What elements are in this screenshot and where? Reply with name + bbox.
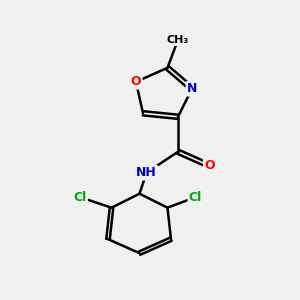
Text: CH₃: CH₃ xyxy=(167,35,189,45)
Text: Cl: Cl xyxy=(74,191,87,204)
Text: O: O xyxy=(204,159,215,172)
Text: NH: NH xyxy=(136,166,157,179)
Text: Cl: Cl xyxy=(189,191,202,204)
Text: O: O xyxy=(131,75,141,88)
Text: N: N xyxy=(187,82,197,95)
